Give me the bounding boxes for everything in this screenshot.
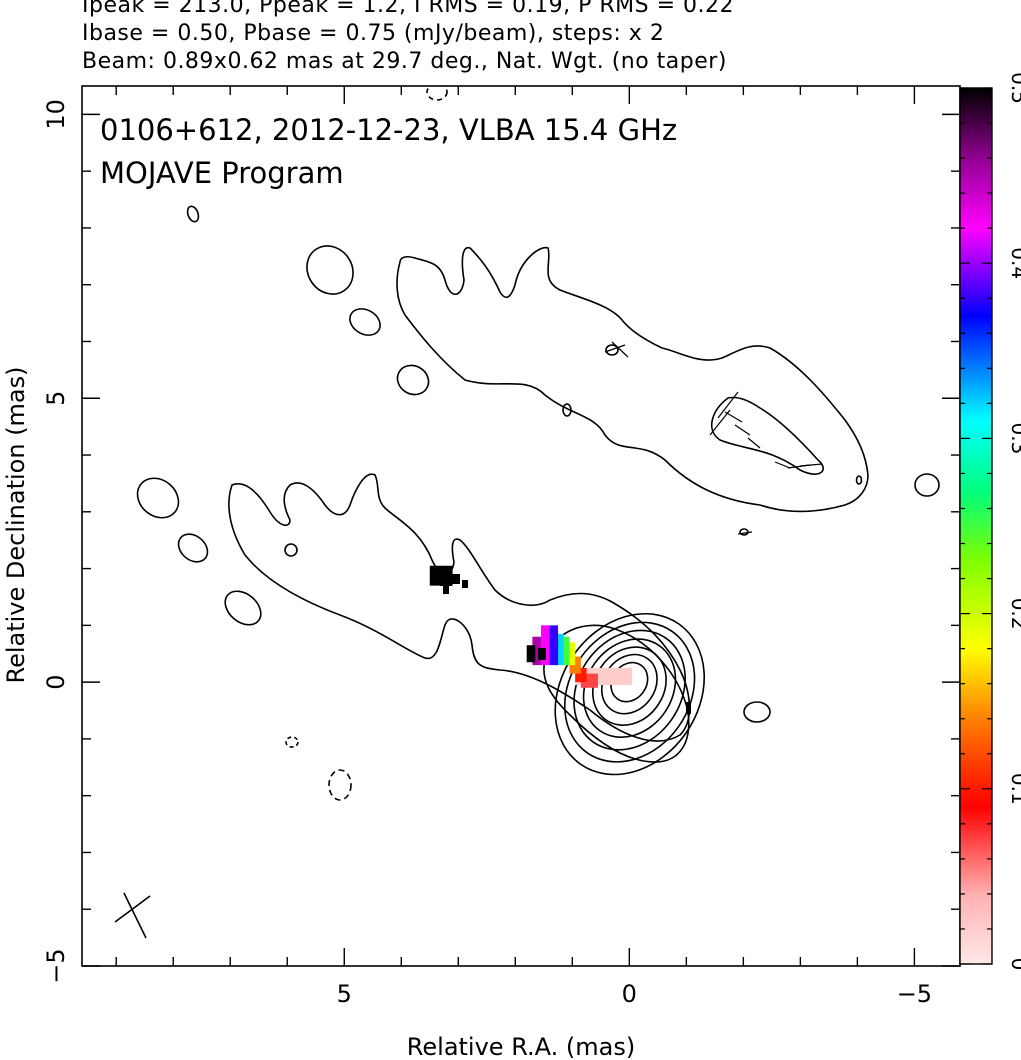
- colorbar-tick-label: 0.3: [1007, 422, 1021, 454]
- contour-blob: [349, 308, 381, 336]
- contour-blob: [224, 590, 262, 626]
- x-tick-label: 0: [622, 980, 637, 1008]
- colorbar-tick-label: 0.5: [1007, 72, 1021, 104]
- colorbar-frame: [959, 87, 993, 965]
- axis-ticks: [82, 86, 960, 967]
- colorbar-tick-label: 0: [1007, 958, 1021, 971]
- contour-blob: [136, 477, 180, 519]
- upper-jet-contour: [396, 246, 869, 513]
- contour-blob: [562, 403, 572, 417]
- header-base-line: Ibase = 0.50, Pbase = 0.75 (mJy/beam), s…: [82, 21, 665, 46]
- core-contour: [573, 629, 686, 751]
- header-stats-line: Ipeak = 213.0, Ppeak = 1.2, I RMS = 0.19…: [82, 0, 734, 18]
- chart-title: 0106+612, 2012-12-23, VLBA 15.4 GHz: [100, 113, 677, 147]
- core-contour: [543, 624, 690, 763]
- polarization-vectors: [604, 341, 823, 535]
- x-tick-label: −5: [897, 980, 932, 1008]
- pol-spot: [440, 570, 452, 586]
- plot-frame: [81, 85, 961, 967]
- polarization-intensity: [429, 565, 633, 688]
- x-axis-label: Relative R.A. (mas): [407, 1033, 635, 1060]
- axis-tick-labels: 5 0 −5 −5 0 5 10: [42, 99, 932, 1008]
- y-tick-label: 10: [42, 99, 70, 130]
- pol-spot: [462, 580, 468, 588]
- colorbar-tick-label: 0.1: [1007, 773, 1021, 805]
- contour-blob: [710, 396, 824, 475]
- beam-marker: [114, 892, 151, 939]
- pol-pixel: [560, 636, 570, 666]
- core-contours: [543, 612, 706, 776]
- pol-spot: [686, 702, 691, 714]
- core-contour: [582, 638, 677, 738]
- header-beam-line: Beam: 0.89x0.62 mas at 29.7 deg., Nat. W…: [82, 49, 727, 74]
- y-tick-label: −5: [42, 948, 70, 983]
- negative-contour: [328, 769, 352, 801]
- pol-spot: [443, 586, 449, 594]
- y-tick-label: 5: [42, 391, 70, 406]
- negative-contour: [285, 736, 299, 748]
- contour-blob: [743, 701, 771, 723]
- contour-blob: [396, 364, 430, 396]
- colorbar-tick-labels: 0 0.1 0.2 0.3 0.4 0.5: [1007, 72, 1021, 970]
- pol-spot: [452, 574, 460, 584]
- pol-pixel: [569, 656, 581, 674]
- contour-blob: [306, 245, 354, 295]
- contour-blob: [914, 473, 940, 497]
- pol-pixel: [566, 642, 576, 666]
- pol-pixel: [575, 667, 587, 683]
- contour-blob: [177, 533, 209, 563]
- y-axis-label: Relative Declination (mas): [2, 366, 30, 683]
- pol-pixel: [549, 625, 559, 666]
- negative-contour: [426, 86, 448, 101]
- pol-pixel: [540, 625, 550, 666]
- contour-blob: [855, 475, 863, 485]
- colorbar: [960, 88, 992, 964]
- pol-pixel: [526, 645, 536, 663]
- colorbar-ticks: [960, 87, 992, 965]
- x-tick-label: 5: [337, 980, 352, 1008]
- contour-blob: [284, 543, 298, 557]
- y-tick-label: 0: [42, 674, 70, 689]
- chart-subtitle: MOJAVE Program: [100, 156, 344, 190]
- colorbar-tick-label: 0.2: [1007, 598, 1021, 630]
- pol-pixel: [532, 636, 541, 666]
- lower-jet-contour: [228, 473, 691, 742]
- contour-blob: [605, 344, 619, 356]
- core-contour: [563, 621, 696, 763]
- colorbar-tick-label: 0.4: [1007, 247, 1021, 279]
- core-contour: [554, 612, 706, 776]
- pol-spot: [538, 648, 546, 660]
- pol-pixel: [555, 633, 564, 666]
- contour-blob: [186, 205, 200, 223]
